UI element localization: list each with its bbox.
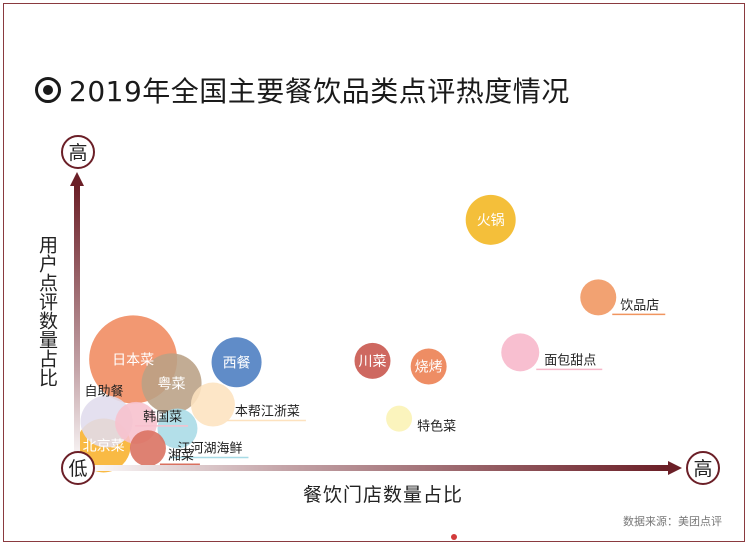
origin-low-label: 低 [68, 458, 87, 480]
bubble-湘菜 [129, 430, 166, 467]
y-axis-title: 用户点评数量占比 [36, 235, 58, 387]
bubble-饮品店 [580, 279, 617, 316]
bubble-江河湖海鲜 [157, 408, 198, 449]
x-axis [77, 465, 668, 471]
chart-title: 2019年全国主要餐饮品类点评热度情况 [69, 75, 570, 108]
source-note: 数据来源：美团点评 [623, 515, 722, 528]
x-axis-arrow-icon [668, 461, 682, 475]
label-特色菜: 特色菜 [417, 419, 456, 435]
label-北京菜: 北京菜 [83, 438, 125, 454]
label-日本菜: 日本菜 [112, 352, 154, 368]
bubble-西餐 [211, 337, 262, 388]
page-indicator-dot [451, 534, 457, 540]
y-high-label-ring [61, 135, 95, 169]
label-韩国菜: 韩国菜 [143, 410, 182, 425]
label-江河湖海鲜: 江河湖海鲜 [177, 442, 242, 457]
y-high-label: 高 [68, 142, 87, 164]
label-自助餐: 自助餐 [85, 383, 124, 399]
label-烧烤: 烧烤 [415, 359, 443, 375]
label-粤菜: 粤菜 [158, 376, 186, 392]
x-high-label: 高 [693, 458, 712, 480]
target-bullet-icon [35, 77, 61, 103]
label-火锅: 火锅 [477, 213, 505, 229]
title-block: 2019年全国主要餐饮品类点评热度情况 [35, 70, 570, 110]
bubble-粤菜 [141, 353, 202, 414]
label-饮品店: 饮品店 [620, 298, 659, 313]
origin-low-label-ring [61, 451, 95, 485]
bubble-烧烤 [410, 348, 447, 385]
bubble-川菜 [354, 342, 391, 379]
bubble-面包甜点 [501, 333, 540, 372]
chart-frame [3, 3, 745, 542]
bubble-火锅 [465, 194, 516, 245]
y-axis-arrow-icon [70, 172, 84, 186]
label-本帮江浙菜: 本帮江浙菜 [235, 405, 300, 420]
bubble-本帮江浙菜 [190, 382, 235, 427]
label-面包甜点: 面包甜点 [544, 352, 596, 368]
label-湘菜: 湘菜 [168, 448, 194, 463]
bubble-特色菜 [386, 405, 413, 432]
x-high-label-ring [686, 451, 720, 485]
label-川菜: 川菜 [359, 354, 387, 370]
label-西餐: 西餐 [223, 355, 251, 371]
y-axis [74, 186, 80, 468]
x-axis-title: 餐饮门店数量占比 [303, 484, 463, 506]
